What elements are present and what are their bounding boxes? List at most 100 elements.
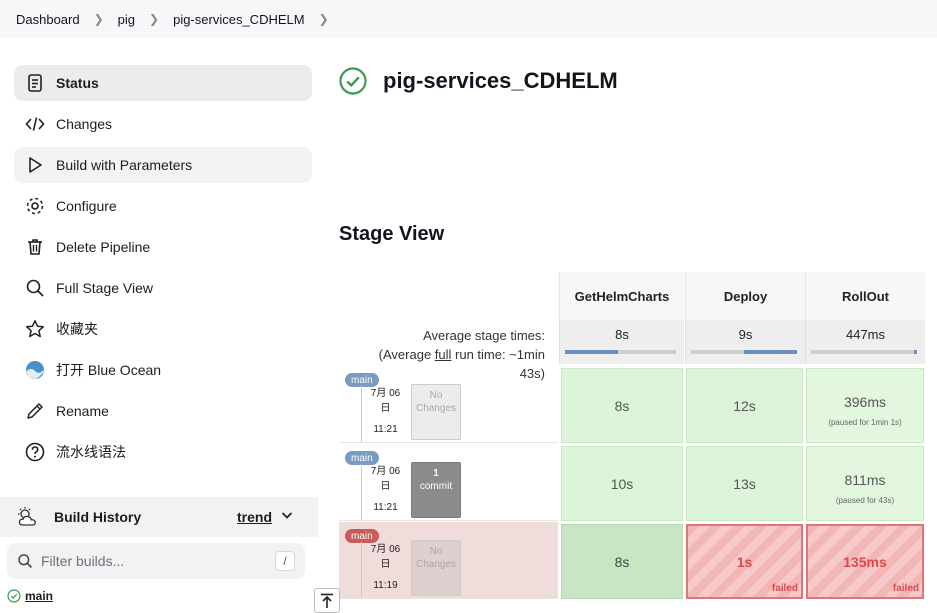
stage-cell[interactable]: 811ms (paused for 43s) <box>806 446 924 521</box>
stage-cell-note: (paused for 1min 1s) <box>828 418 902 427</box>
stage-header-rollout: RollOut <box>805 272 925 320</box>
chevron-down-icon[interactable] <box>279 507 295 523</box>
build-history-item[interactable]: main <box>7 589 53 603</box>
stage-average-cell: 9s <box>685 320 805 364</box>
stage-cell-duration: 13s <box>733 475 756 492</box>
filter-builds-input[interactable] <box>41 553 271 569</box>
pencil-icon <box>24 400 46 422</box>
sidebar-item-changes[interactable]: Changes <box>14 106 312 142</box>
stage-view-title: Stage View <box>339 223 445 245</box>
code-icon <box>24 113 46 135</box>
stage-cell[interactable]: 396ms (paused for 1min 1s) <box>806 368 924 443</box>
breadcrumb-dashboard[interactable]: Dashboard <box>16 11 80 27</box>
stage-average-bar <box>811 350 917 354</box>
search-icon <box>24 277 46 299</box>
branch-badge: main <box>345 529 379 543</box>
success-check-icon <box>7 589 21 603</box>
changes-box[interactable]: No Changes <box>411 540 461 596</box>
build-time: 11:21 <box>373 502 398 513</box>
stage-average-value: 9s <box>738 327 753 342</box>
build-row[interactable]: main 7月 06 日 11:21 No Changes <box>339 366 558 443</box>
sidebar-item-label: Configure <box>56 198 117 214</box>
build-date-day: 日 <box>380 481 391 492</box>
stage-cell-duration: 10s <box>610 475 634 492</box>
stage-header-gethelmcharts: GetHelmCharts <box>559 272 684 320</box>
sidebar-item-label: Full Stage View <box>56 280 154 296</box>
stage-cell-duration: 1s <box>736 553 753 570</box>
blue-ocean-icon <box>24 359 46 381</box>
stage-cell[interactable]: 8s <box>561 524 683 599</box>
scroll-to-top-button[interactable] <box>314 588 340 613</box>
changes-line-1: No <box>429 390 443 401</box>
stage-cell[interactable]: 12s <box>686 368 803 443</box>
sidebar-item-build-with-parameters[interactable]: Build with Parameters <box>14 147 312 183</box>
failed-label: failed <box>892 583 919 594</box>
sidebar-item-favorites[interactable]: 收藏夹 <box>14 311 312 347</box>
document-icon <box>24 72 46 94</box>
changes-line-2: commit <box>419 481 453 492</box>
sidebar-item-status[interactable]: Status <box>14 65 312 101</box>
sidebar-item-label: 流水线语法 <box>56 444 126 460</box>
average-line-3: 43s) <box>519 366 545 381</box>
trash-icon <box>24 236 46 258</box>
build-date: 7月 06 日 11:19 <box>361 542 409 598</box>
sidebar-item-label: Delete Pipeline <box>56 239 151 255</box>
build-date: 7月 06 日 11:21 <box>361 464 409 520</box>
build-time: 11:19 <box>373 580 398 591</box>
stage-cell-duration: 8s <box>614 553 630 570</box>
stage-cell-note: (paused for 43s) <box>835 496 895 505</box>
breadcrumb-job[interactable]: pig-services_CDHELM <box>173 11 305 27</box>
build-date-day: 日 <box>380 559 391 570</box>
stage-average-bar <box>691 350 797 354</box>
stage-average-fill <box>744 350 797 354</box>
build-history-item-label[interactable]: main <box>25 589 54 603</box>
weather-partly-sunny-icon <box>18 507 36 526</box>
sidebar-item-pipeline-syntax[interactable]: 流水线语法 <box>14 434 312 470</box>
full-run-link[interactable]: full <box>434 347 452 362</box>
changes-line-1: 1 <box>433 468 439 479</box>
stage-cell[interactable]: 10s <box>561 446 683 521</box>
stage-average-fill <box>565 350 619 354</box>
stage-cell[interactable]: 8s <box>561 368 683 443</box>
build-date-month: 7月 06 <box>370 544 401 555</box>
sidebar-item-full-stage-view[interactable]: Full Stage View <box>14 270 312 306</box>
stage-cell-duration: 396ms <box>843 394 887 410</box>
sidebar-item-configure[interactable]: Configure <box>14 188 312 224</box>
build-time: 11:21 <box>373 424 398 435</box>
stage-cell[interactable]: 13s <box>686 446 803 521</box>
changes-box[interactable]: 1 commit <box>411 462 461 518</box>
stage-cell-duration: 8s <box>614 397 630 414</box>
sidebar-item-label: 收藏夹 <box>56 321 98 337</box>
build-date-month: 7月 06 <box>370 466 401 477</box>
changes-line-1: No <box>429 546 443 557</box>
average-line-2-pre: (Average <box>378 347 435 362</box>
sidebar-item-label: Rename <box>56 403 109 419</box>
trend-link[interactable]: trend <box>237 509 272 525</box>
build-date-month: 7月 06 <box>370 388 401 399</box>
chevron-right-icon[interactable]: ❯ <box>318 12 329 26</box>
stage-cell-failed[interactable]: 1s failed <box>686 524 803 599</box>
build-date: 7月 06 日 11:21 <box>361 386 409 442</box>
build-row[interactable]: main 7月 06 日 11:19 No Changes <box>339 522 558 599</box>
sidebar-item-label: Status <box>56 75 99 91</box>
gear-icon <box>24 195 46 217</box>
breadcrumb: Dashboard ❯ pig ❯ pig-services_CDHELM ❯ <box>0 0 937 38</box>
changes-box[interactable]: No Changes <box>411 384 461 440</box>
average-line-2-post: run time: ~1min <box>451 347 545 362</box>
sidebar-item-label: 打开 Blue Ocean <box>56 362 162 378</box>
breadcrumb-pig[interactable]: pig <box>117 11 136 27</box>
chevron-right-icon: ❯ <box>149 12 160 26</box>
sidebar-item-rename[interactable]: Rename <box>14 393 312 429</box>
build-date-day: 日 <box>380 403 391 414</box>
keyboard-shortcut-hint: / <box>275 551 295 571</box>
sidebar-item-blue-ocean[interactable]: 打开 Blue Ocean <box>14 352 312 388</box>
average-stage-times: Average stage times: (Average full run t… <box>335 326 545 383</box>
stage-average-value: 8s <box>615 327 629 342</box>
build-row[interactable]: main 7月 06 日 11:21 1 commit <box>339 444 558 521</box>
stage-cell-failed[interactable]: 135ms failed <box>806 524 924 599</box>
stage-header-deploy: Deploy <box>685 272 805 320</box>
chevron-right-icon: ❯ <box>93 12 104 26</box>
star-icon <box>24 318 46 340</box>
stage-average-fill <box>913 350 917 354</box>
sidebar-item-delete-pipeline[interactable]: Delete Pipeline <box>14 229 312 265</box>
